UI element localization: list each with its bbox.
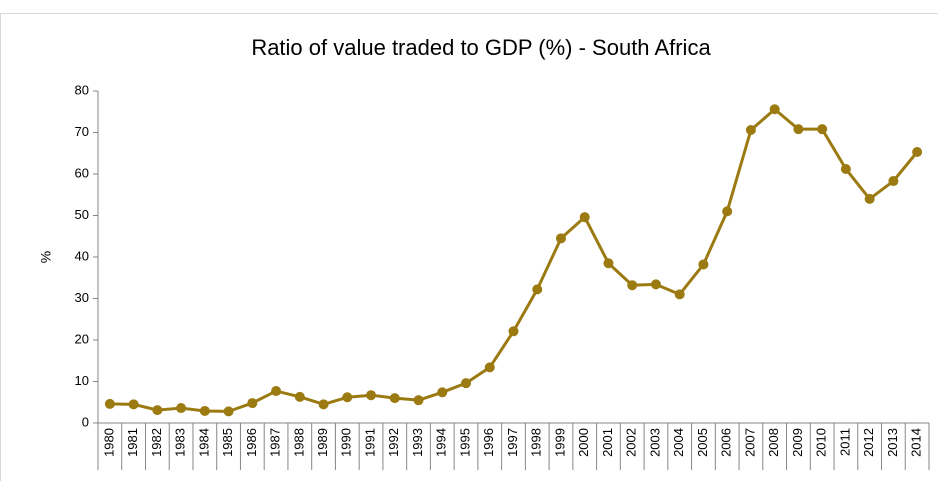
point [532,284,543,295]
point [389,393,400,404]
point [294,391,305,402]
x-tick-label: 2006 [719,428,734,457]
x-tick-label: 1993 [410,428,425,457]
point [579,212,590,223]
x-tick-label: 1992 [386,428,401,457]
x-tick-label: 1990 [339,428,354,457]
point [745,125,756,136]
x-tick-label: 2007 [742,428,757,457]
x-tick-label: 1980 [101,428,116,457]
x-tick-label: 1994 [434,428,449,457]
x-tick-label: 1998 [529,428,544,457]
chart-title: Ratio of value traded to GDP (%) - South… [251,35,711,60]
x-tick-label: 1991 [362,428,377,457]
x-tick-label: 2009 [790,428,805,457]
point [271,386,282,397]
x-tick-label: 2002 [624,428,639,457]
point [176,403,187,414]
x-tick-label: 2008 [766,428,781,457]
point [555,233,566,244]
y-tick-label: 10 [75,373,89,388]
point [603,258,614,269]
x-tick-label: 2001 [600,428,615,457]
y-tick-label: 60 [75,165,89,180]
x-tick-label: 1988 [291,428,306,457]
point [508,326,519,337]
point [104,398,115,409]
point [698,259,709,270]
point [152,405,163,416]
point [223,406,234,417]
y-tick-label: 40 [75,248,89,263]
point [484,362,495,373]
x-tick-label: 1999 [552,428,567,457]
point [864,193,875,204]
point [461,378,472,389]
point [650,279,661,290]
point [413,395,424,406]
x-tick-label: 1995 [457,428,472,457]
point [128,399,139,410]
point [199,405,210,416]
point [888,176,899,187]
x-tick-label: 2013 [885,428,900,457]
x-tick-label: 1997 [505,428,520,457]
x-tick-label: 2010 [814,428,829,457]
point [912,147,923,158]
y-tick-label: 50 [75,207,89,222]
point [817,124,828,135]
point [366,390,377,401]
y-tick-label: 70 [75,124,89,139]
point [769,104,780,115]
point [247,398,258,409]
point [674,289,685,300]
x-tick-label: 1986 [244,428,259,457]
x-tick-label: 2014 [909,428,924,457]
point [840,164,851,175]
x-tick-label: 1984 [196,428,211,457]
point [342,392,353,403]
x-tick-label: 1987 [268,428,283,457]
point [793,124,804,135]
x-tick-label: 1983 [173,428,188,457]
y-tick-label: 0 [82,414,89,429]
y-tick-label: 20 [75,331,89,346]
x-tick-label: 1981 [125,428,140,457]
y-tick-label: 80 [75,82,89,97]
x-tick-label: 2011 [837,428,852,456]
point [627,280,638,291]
x-tick-label: 2005 [695,428,710,457]
x-tick-label: 2003 [647,428,662,457]
x-tick-label: 1996 [481,428,496,457]
chart-frame [0,13,938,481]
x-tick-label: 1985 [220,428,235,457]
point [318,399,329,410]
x-tick-label: 2000 [576,428,591,457]
y-tick-label: 30 [75,290,89,305]
y-axis-label: % [38,251,54,263]
x-tick-label: 1982 [149,428,164,457]
x-tick-label: 1989 [315,428,330,457]
x-tick-label: 2012 [861,428,876,457]
point [437,387,448,398]
line [109,107,919,413]
x-tick-label: 2004 [671,428,686,457]
point [722,206,733,217]
